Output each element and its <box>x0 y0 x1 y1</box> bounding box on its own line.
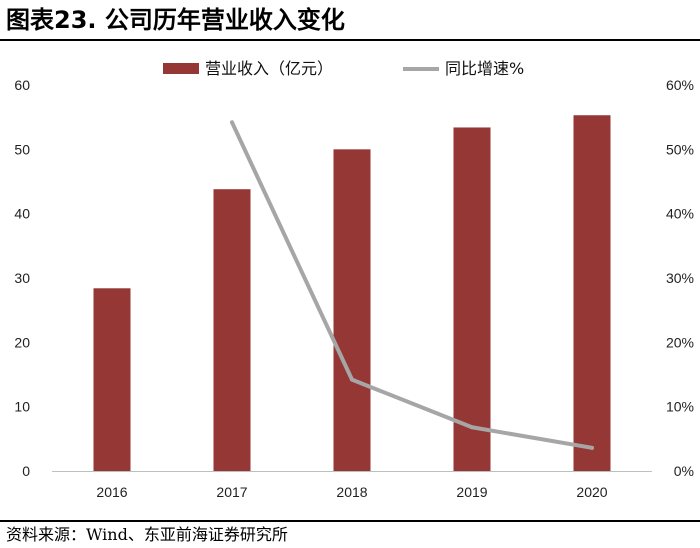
left-y-tick-label: 60 <box>14 77 30 93</box>
legend-swatch-revenue <box>163 63 199 74</box>
growth-line-path <box>230 120 594 450</box>
x-tick-label: 2019 <box>456 484 487 500</box>
left-y-tick-label: 50 <box>14 141 30 157</box>
x-tick-label: 2017 <box>216 484 247 500</box>
chart: 营业收入（亿元） 同比增速% 0 10 20 30 40 50 60 0% 10% 20% 30%… <box>14 59 694 500</box>
growth-point <box>470 425 474 430</box>
legend-label-growth: 同比增速% <box>445 59 524 78</box>
left-y-axis: 0 10 20 30 40 50 60 <box>14 77 30 479</box>
growth-point <box>230 120 234 125</box>
right-y-tick-label: 50% <box>666 141 694 157</box>
x-axis: 2016 2017 2018 2019 2020 <box>96 484 607 500</box>
x-tick-label: 2020 <box>576 484 607 500</box>
right-y-axis: 0% 10% 20% 30% 40% 50% 60% <box>666 77 694 479</box>
revenue-bar <box>333 149 371 471</box>
left-y-tick-label: 30 <box>14 270 30 286</box>
source-note: 资料来源：Wind、东亚前海证券研究所 <box>6 525 288 544</box>
growth-point <box>350 377 354 382</box>
revenue-bar <box>573 115 611 471</box>
right-y-tick-label: 40% <box>666 206 694 222</box>
right-y-tick-label: 10% <box>666 399 694 415</box>
left-y-tick-label: 10 <box>14 399 30 415</box>
chart-title: 图表23. 公司历年营业收入变化 <box>6 6 345 34</box>
revenue-bar <box>213 189 251 471</box>
left-y-tick-label: 40 <box>14 206 30 222</box>
right-y-tick-label: 0% <box>674 463 694 479</box>
right-y-tick-label: 30% <box>666 270 694 286</box>
x-tick-label: 2016 <box>96 484 127 500</box>
revenue-bar <box>93 288 131 471</box>
source-divider <box>0 520 700 522</box>
right-y-tick-label: 60% <box>666 77 694 93</box>
growth-line <box>230 120 594 450</box>
left-y-tick-label: 20 <box>14 334 30 350</box>
left-y-tick-label: 0 <box>22 463 30 479</box>
x-tick-label: 2018 <box>336 484 367 500</box>
revenue-bars <box>93 115 611 472</box>
legend-label-revenue: 营业收入（亿元） <box>205 59 333 78</box>
title-divider <box>0 39 700 41</box>
legend: 营业收入（亿元） 同比增速% <box>163 59 524 78</box>
growth-point <box>590 445 594 450</box>
revenue-bar <box>453 127 491 472</box>
right-y-tick-label: 20% <box>666 334 694 350</box>
